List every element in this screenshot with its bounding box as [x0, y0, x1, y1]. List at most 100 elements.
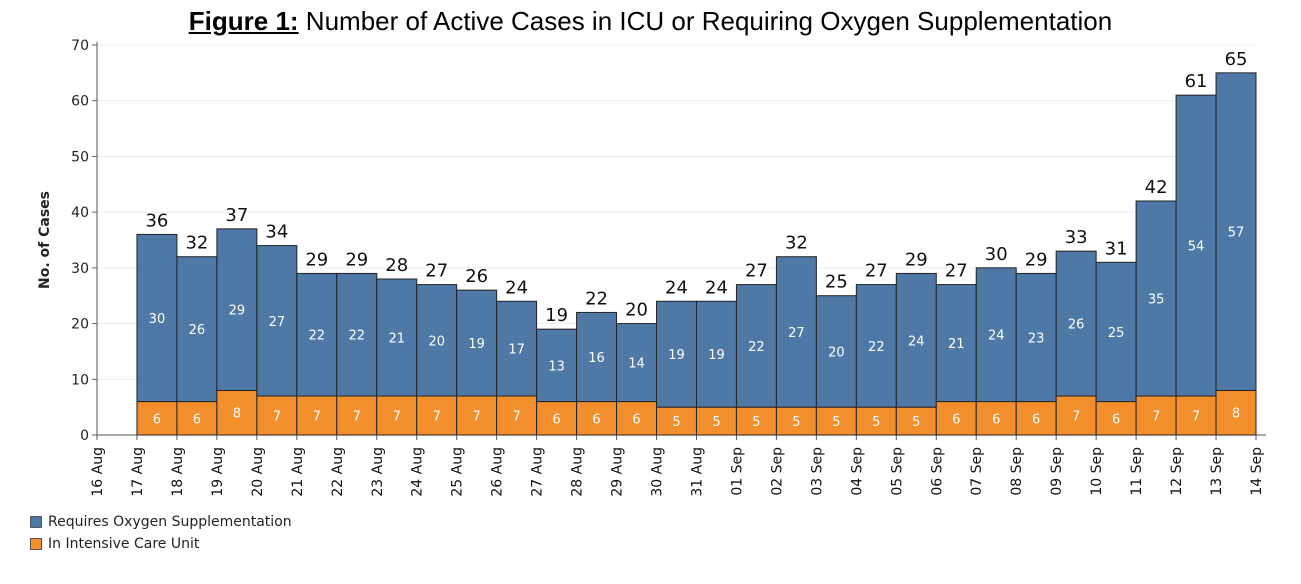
- data-label-oxygen: 17: [508, 343, 525, 358]
- data-label-oxygen: 16: [588, 351, 605, 366]
- data-label-icu: 7: [393, 410, 401, 425]
- data-label-oxygen: 25: [1108, 326, 1125, 341]
- legend-item-oxygen[interactable]: Requires Oxygen Supplementation: [30, 514, 292, 530]
- x-tick-label: 23 Aug: [370, 447, 386, 497]
- bar-segment-icu: [975, 401, 1017, 436]
- data-label-oxygen: 30: [149, 312, 166, 327]
- x-tick-label: 17 Aug: [130, 447, 146, 497]
- bar-segment-icu: [855, 406, 897, 436]
- data-label-icu: 5: [792, 415, 800, 430]
- data-label-oxygen: 26: [189, 323, 206, 338]
- bar-segment-oxygen: [136, 233, 178, 403]
- data-label-oxygen: 24: [908, 334, 925, 349]
- x-tick-label: 20 Aug: [250, 447, 266, 497]
- data-label-total: 25: [825, 272, 848, 293]
- bar-segment-icu: [176, 401, 218, 436]
- data-label-total: 42: [1145, 177, 1168, 198]
- bar-segment-oxygen: [296, 272, 338, 397]
- bar-segment-oxygen: [1095, 261, 1137, 403]
- data-label-total: 27: [425, 261, 448, 282]
- x-tick-label: 21 Aug: [290, 447, 306, 497]
- data-label-oxygen: 22: [309, 329, 326, 344]
- bar-segment-oxygen: [815, 295, 857, 408]
- data-label-total: 26: [465, 266, 488, 287]
- bar-segment-oxygen: [336, 272, 378, 397]
- x-tick-label: 13 Sep: [1209, 447, 1225, 496]
- bar-segment-oxygen: [735, 284, 777, 408]
- bar-segment-oxygen: [1135, 200, 1177, 397]
- x-tick-label: 08 Sep: [1009, 447, 1025, 496]
- bar-segment-icu: [296, 395, 338, 436]
- x-tick-label: 31 Aug: [689, 447, 705, 497]
- data-label-icu: 6: [1112, 412, 1120, 427]
- x-tick-label: 28 Aug: [570, 447, 586, 497]
- x-tick-label: 27 Aug: [530, 447, 546, 497]
- data-label-icu: 7: [273, 410, 281, 425]
- data-label-total: 33: [1065, 227, 1088, 248]
- legend-label-icu: In Intensive Care Unit: [48, 536, 200, 552]
- data-label-oxygen: 22: [349, 329, 366, 344]
- bar-segment-icu: [1135, 395, 1177, 436]
- data-label-total: 27: [945, 261, 968, 282]
- data-label-icu: 6: [992, 412, 1000, 427]
- data-label-oxygen: 13: [548, 359, 565, 374]
- data-label-oxygen: 57: [1228, 226, 1245, 241]
- bar-segment-oxygen: [1055, 250, 1097, 397]
- data-label-oxygen: 23: [1028, 332, 1045, 347]
- y-tick-label: 30: [71, 261, 89, 277]
- data-label-icu: 6: [193, 412, 201, 427]
- data-label-oxygen: 27: [269, 315, 286, 330]
- legend-swatch-oxygen: [30, 516, 42, 528]
- data-label-icu: 5: [832, 415, 840, 430]
- data-label-oxygen: 54: [1188, 240, 1205, 255]
- y-tick-label: 40: [71, 205, 89, 221]
- bar-segment-icu: [256, 395, 298, 436]
- data-label-total: 30: [985, 244, 1008, 265]
- data-label-oxygen: 19: [668, 348, 685, 363]
- data-label-oxygen: 24: [988, 329, 1005, 344]
- x-tick-label: 26 Aug: [490, 447, 506, 497]
- data-label-icu: 7: [433, 410, 441, 425]
- data-label-icu: 7: [1192, 410, 1200, 425]
- x-tick-label: 25 Aug: [450, 447, 466, 497]
- x-tick-label: 10 Sep: [1089, 447, 1105, 496]
- data-label-icu: 7: [473, 410, 481, 425]
- y-axis-label: No. of Cases: [37, 191, 53, 289]
- data-label-icu: 7: [1072, 410, 1080, 425]
- bar-segment-oxygen: [416, 284, 458, 397]
- data-label-icu: 5: [712, 415, 720, 430]
- bar-segment-oxygen: [695, 300, 737, 408]
- x-tick-label: 22 Aug: [330, 447, 346, 497]
- x-tick-label: 11 Sep: [1129, 447, 1145, 496]
- data-label-icu: 7: [313, 410, 321, 425]
- data-label-icu: 6: [952, 412, 960, 427]
- data-label-icu: 6: [552, 412, 560, 427]
- data-label-total: 24: [665, 277, 688, 298]
- x-tick-label: 05 Sep: [889, 447, 905, 496]
- y-tick-label: 10: [71, 372, 89, 388]
- bar-segment-icu: [935, 401, 977, 436]
- data-label-oxygen: 26: [1068, 318, 1085, 333]
- bar-segment-oxygen: [855, 284, 897, 408]
- data-label-icu: 5: [752, 415, 760, 430]
- data-label-total: 37: [225, 205, 248, 226]
- data-label-total: 27: [865, 261, 888, 282]
- data-label-total: 22: [585, 288, 608, 309]
- data-label-total: 29: [305, 249, 328, 270]
- data-label-oxygen: 22: [748, 340, 765, 355]
- bar-segment-oxygen: [975, 267, 1017, 403]
- bar-segment-oxygen: [775, 256, 817, 408]
- data-label-icu: 7: [1152, 410, 1160, 425]
- data-label-oxygen: 14: [628, 357, 645, 372]
- data-label-total: 32: [185, 233, 208, 254]
- bar-segment-oxygen: [456, 289, 498, 397]
- x-tick-label: 19 Aug: [210, 447, 226, 497]
- y-tick-label: 60: [71, 94, 89, 110]
- data-label-oxygen: 29: [229, 304, 246, 319]
- bar-segment-oxygen: [895, 272, 937, 408]
- figure-caption: Number of Active Cases in ICU or Requiri…: [298, 6, 1113, 36]
- data-label-icu: 5: [672, 415, 680, 430]
- y-tick-label: 20: [71, 317, 89, 333]
- x-tick-label: 04 Sep: [849, 447, 865, 496]
- legend-item-icu[interactable]: In Intensive Care Unit: [30, 536, 199, 552]
